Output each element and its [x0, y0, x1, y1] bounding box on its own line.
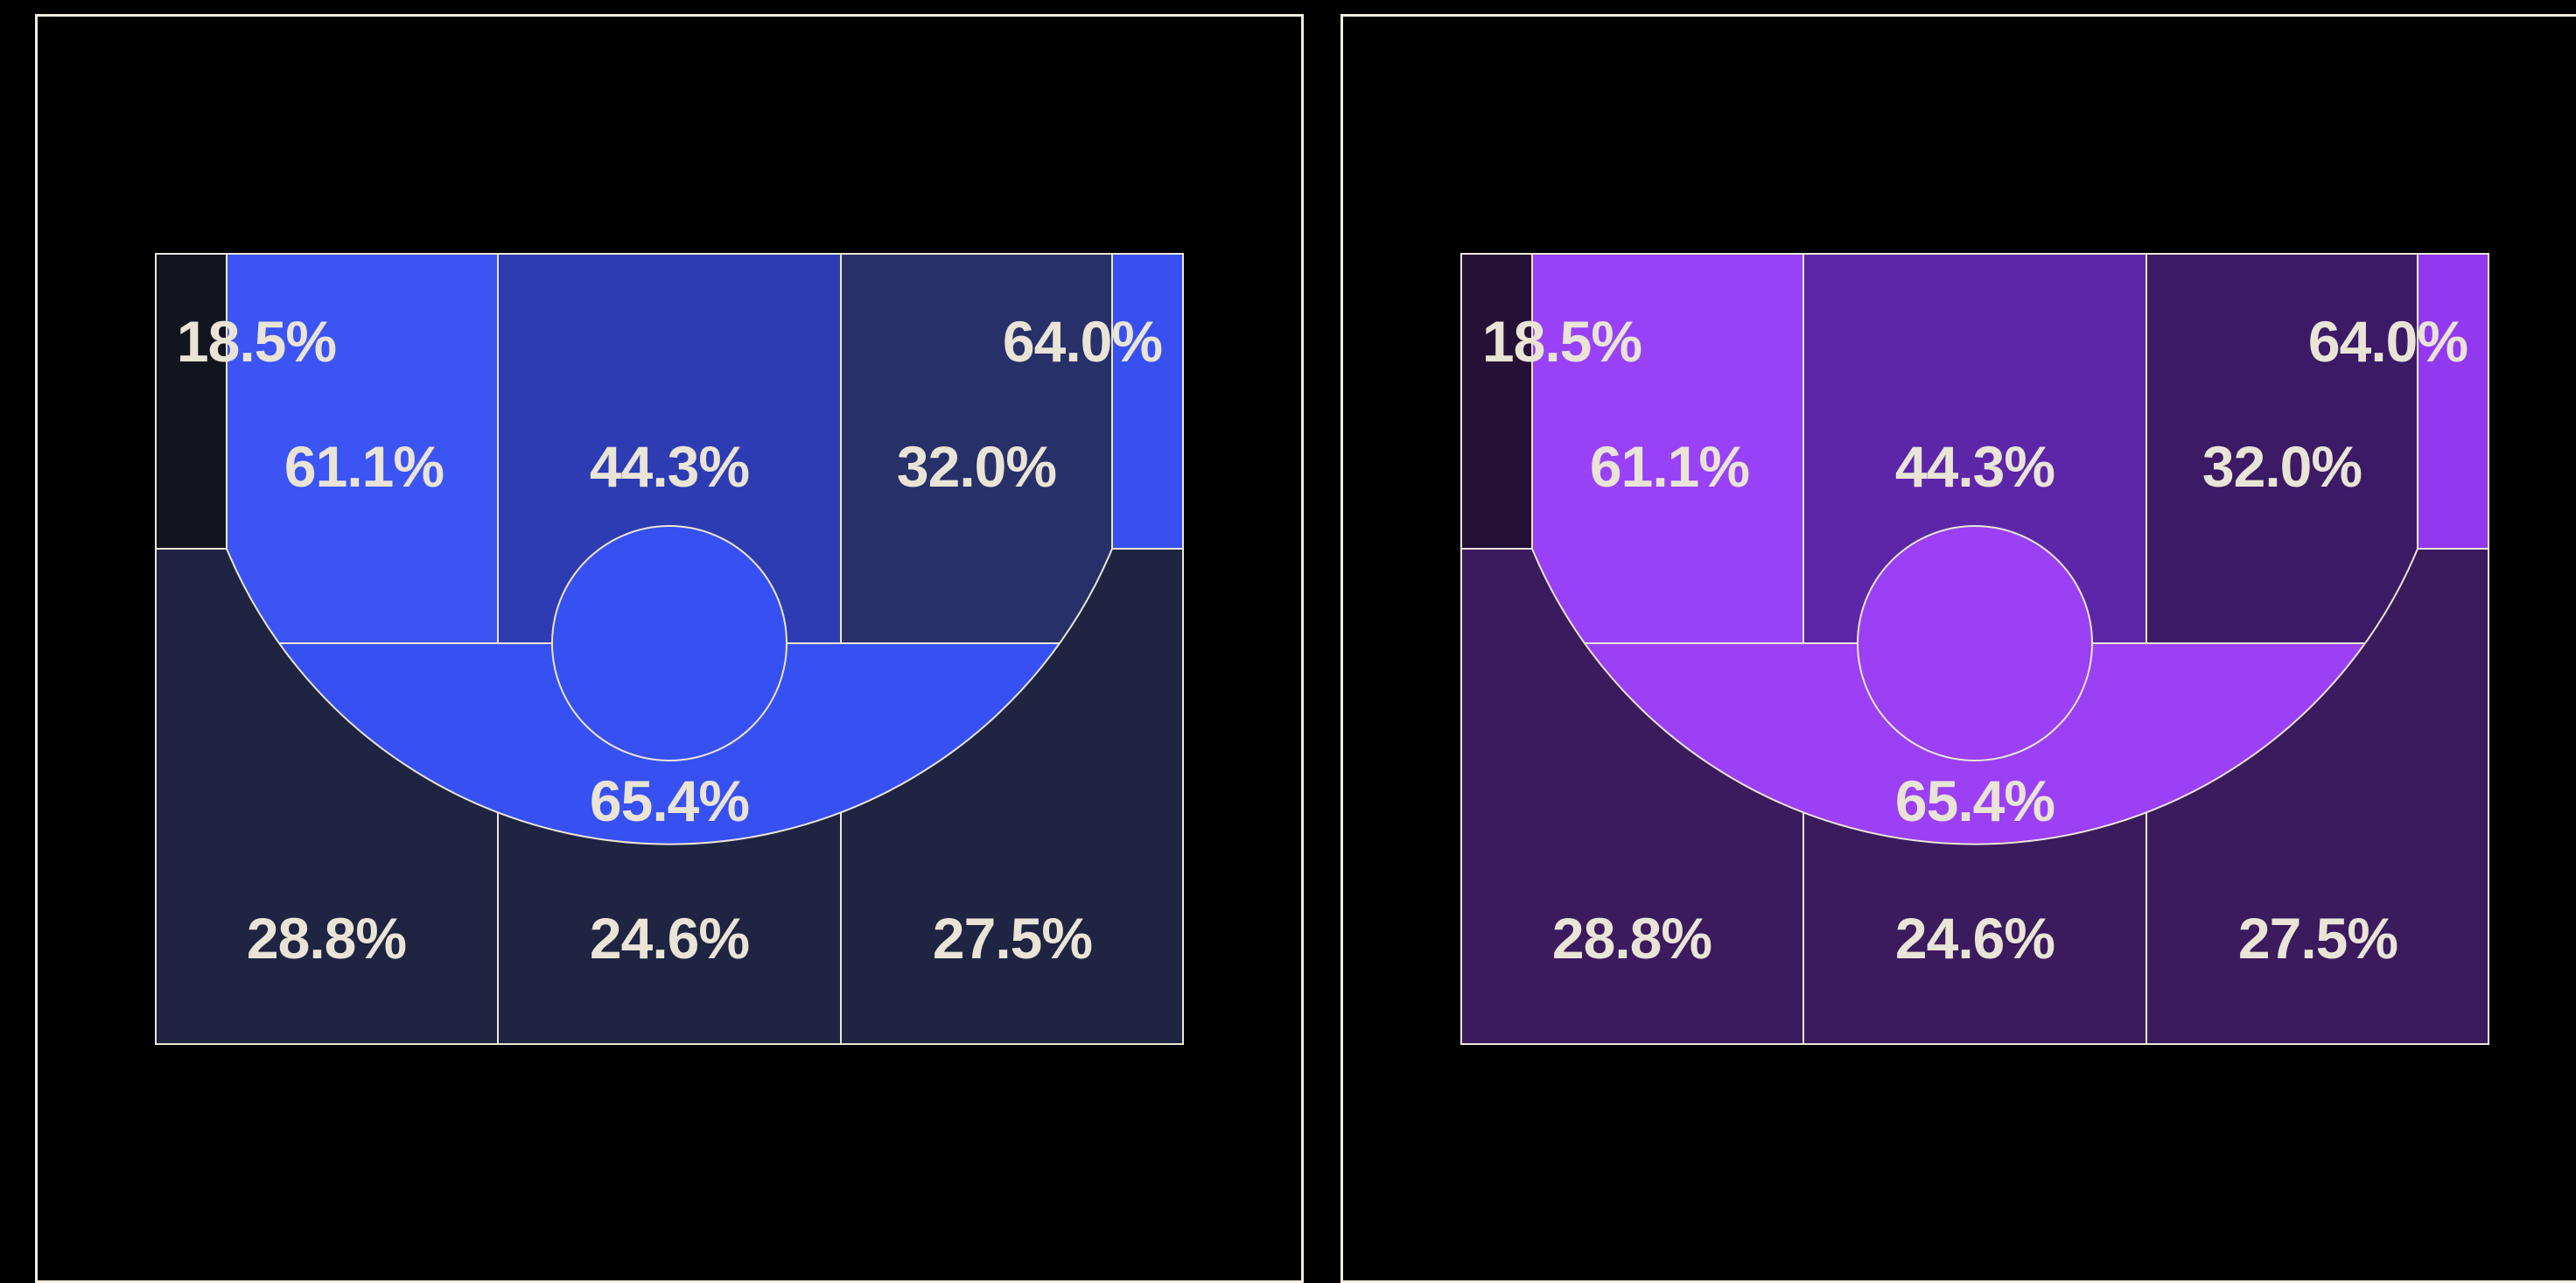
zone-left-wing-midrange	[227, 253, 498, 643]
zone-label-right-above-break-three: 27.5%	[2238, 906, 2398, 971]
free-throw-circle	[551, 525, 788, 761]
zone-label-paint-restricted: 65.4%	[590, 768, 749, 833]
zone-label-center-above-break-three: 24.6%	[590, 906, 749, 971]
halfcourt-zone-chart-purple: 28.8% 24.6% 27.5% 61.1% 44.3% 32.0% 18.5% 64.0%…	[1460, 253, 2489, 1045]
zone-left-corner-three	[155, 253, 227, 549]
court-border	[1460, 253, 2489, 1045]
zone-label-right-above-break-three: 27.5%	[933, 906, 1092, 971]
shot-chart-panel-blue: 28.8% 24.6% 27.5% 61.1% 44.3% 32.0% 18.5% 64.0%…	[35, 14, 1304, 1283]
zone-label-center-midrange: 44.3%	[1895, 434, 2054, 499]
court-border	[155, 253, 1184, 1045]
three-point-arc-line	[1531, 548, 2418, 845]
zone-right-wing-midrange	[841, 253, 1112, 643]
zone-left-corner-three	[1460, 253, 1532, 549]
zone-label-right-wing-midrange: 32.0%	[897, 434, 1056, 499]
zone-left-wing-midrange	[1532, 253, 1803, 643]
zone-label-left-corner-three: 18.5%	[177, 309, 336, 374]
free-throw-circle	[1857, 525, 2093, 761]
zone-label-left-above-break-three: 28.8%	[1552, 906, 1712, 971]
zone-label-right-corner-three: 64.0%	[2308, 309, 2468, 374]
zone-label-paint-restricted: 65.4%	[1895, 768, 2054, 833]
zone-label-center-above-break-three: 24.6%	[1895, 906, 2054, 971]
zone-right-corner-three	[2418, 253, 2489, 549]
three-point-arc-line	[226, 548, 1113, 845]
halfcourt-zone-chart-blue: 28.8% 24.6% 27.5% 61.1% 44.3% 32.0% 18.5% 64.0%…	[155, 253, 1184, 1045]
zone-label-center-midrange: 44.3%	[590, 434, 749, 499]
shot-chart-panel-purple: 28.8% 24.6% 27.5% 61.1% 44.3% 32.0% 18.5% 64.0%…	[1340, 14, 2576, 1283]
zone-label-left-wing-midrange: 61.1%	[284, 434, 444, 499]
zone-right-wing-midrange	[2146, 253, 2418, 643]
zone-label-left-wing-midrange: 61.1%	[1590, 434, 1749, 499]
zone-label-right-corner-three: 64.0%	[1003, 309, 1162, 374]
zone-label-left-corner-three: 18.5%	[1482, 309, 1642, 374]
zone-label-left-above-break-three: 28.8%	[247, 906, 406, 971]
zone-label-right-wing-midrange: 32.0%	[2202, 434, 2362, 499]
zone-right-corner-three	[1112, 253, 1184, 549]
